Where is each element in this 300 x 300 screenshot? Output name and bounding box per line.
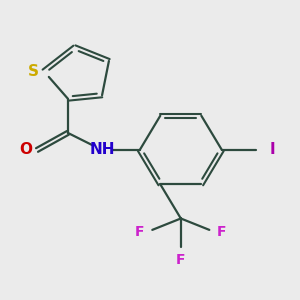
Text: F: F: [217, 225, 226, 239]
Text: F: F: [135, 225, 145, 239]
Text: O: O: [19, 142, 32, 158]
Text: F: F: [176, 253, 186, 267]
Text: S: S: [28, 64, 39, 79]
Text: NH: NH: [89, 142, 115, 158]
Text: I: I: [270, 142, 275, 158]
